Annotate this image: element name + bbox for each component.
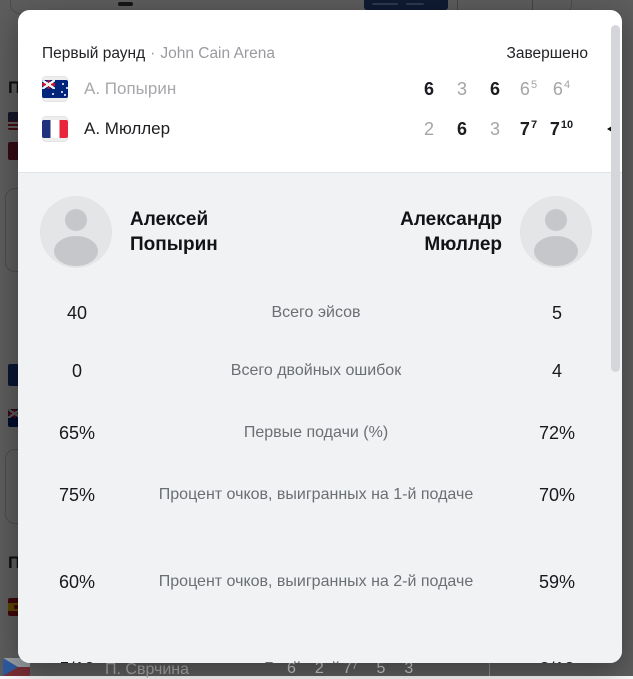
dot-separator: · <box>150 45 156 62</box>
statistics-panel: Алексей Попырин Александр Мюллер 40 Всег… <box>18 172 622 663</box>
scrollbar-thumb[interactable] <box>611 25 620 372</box>
round-label: Первый раунд <box>42 45 146 62</box>
stat-value-right: 72% <box>538 422 576 443</box>
stat-row-second-serve-won: 60% Процент очков, выигранных на 2-й под… <box>18 569 622 595</box>
stat-label: Процент очков, выигранных на 2-й подаче <box>158 573 474 590</box>
player-name: А. Мюллер <box>84 119 171 138</box>
stat-row-first-serve: 65% Первые подачи (%) 72% <box>18 420 622 446</box>
stat-label: Всего двойных ошибок <box>230 362 402 379</box>
set-scores: 2 6 3 77 710 <box>413 119 578 140</box>
player-name: А. Попырин <box>84 79 177 98</box>
background-set-score: 3 <box>404 660 414 677</box>
france-flag <box>42 116 68 142</box>
stat-value-left: 40 <box>66 302 88 323</box>
tiebreak-sup: 10 <box>560 118 574 131</box>
set-score: 2 <box>423 118 434 139</box>
player-row-muller[interactable]: А. Мюллер 2 6 3 77 710 <box>42 114 578 144</box>
player-row-popyrin[interactable]: А. Попырин 6 3 6 65 64 <box>42 74 578 104</box>
stat-label: Первые подачи (%) <box>243 424 389 441</box>
venue-label: John Cain Arena <box>160 45 275 62</box>
background-set-score: 6 <box>287 660 296 677</box>
set-score: 6 <box>489 78 500 99</box>
stat-row-double-faults: 0 Всего двойных ошибок 4 <box>18 358 622 384</box>
avatar-muller <box>520 196 592 268</box>
background-set-score: 7⁷ <box>342 660 358 677</box>
background-column-divider <box>489 659 490 676</box>
stat-value-right: 4 <box>551 360 562 381</box>
player-fullname-right: Александр Мюллер <box>400 209 502 255</box>
set-score: 710 <box>549 118 574 139</box>
tiebreak-sup: 5 <box>530 78 538 91</box>
tiebreak-sup: 7 <box>530 118 538 131</box>
stat-label: Процент очков, выигранных на 1-й подаче <box>158 486 474 503</box>
player-fullname-left: Алексей Попырин <box>130 209 218 255</box>
background-score-line: 6 2 7⁷ 5 3 <box>287 660 413 678</box>
set-score: 6 <box>423 78 434 99</box>
status-label: Завершено <box>506 45 588 62</box>
stat-value-left: 60% <box>58 571 96 592</box>
stat-value-left: 5/10 <box>42 659 112 664</box>
background-set-score: 2 <box>314 660 324 677</box>
tiebreak-sup: 4 <box>563 78 571 91</box>
background-match-row: П. Сврчина 6 2 7⁷ 5 3 <box>0 655 633 678</box>
set-score: 65 <box>519 78 538 99</box>
match-header: Первый раунд · John Cain Arena Завершено… <box>18 10 622 172</box>
set-score: 6 <box>456 118 467 139</box>
stat-label: Брейк-пойнты <box>112 656 520 663</box>
set-score: 77 <box>519 118 538 139</box>
match-meta: Первый раунд · John Cain Arena Завершено <box>42 43 588 65</box>
set-score: 3 <box>456 78 467 99</box>
stat-value-right: 70% <box>538 484 576 505</box>
set-score: 3 <box>489 118 500 139</box>
stat-row-first-serve-won: 75% Процент очков, выигранных на 1-й под… <box>18 482 622 508</box>
stat-row-aces: 40 Всего эйсов 5 <box>18 300 622 326</box>
stat-value-left: 75% <box>58 484 96 505</box>
australia-flag <box>42 76 68 102</box>
set-scores: 6 3 6 65 64 <box>413 79 578 100</box>
stat-value-left: 65% <box>58 422 96 443</box>
stat-value-right: 3/13 <box>520 659 594 664</box>
stat-value-right: 59% <box>538 571 576 592</box>
stat-value-right: 5 <box>551 302 562 323</box>
background-player-name: П. Сврчина <box>105 661 189 678</box>
players-panel: Алексей Попырин Александр Мюллер <box>40 196 592 268</box>
background-set-score: 5 <box>376 660 386 677</box>
stat-label: Всего эйсов <box>271 304 361 321</box>
match-details-modal: Первый раунд · John Cain Arena Завершено… <box>18 10 622 663</box>
stat-value-left: 0 <box>71 360 82 381</box>
set-score: 64 <box>552 78 571 99</box>
stat-row-break-points: 5/10 Брейк-пойнты 3/13 <box>18 656 622 664</box>
avatar-popyrin <box>40 196 112 268</box>
